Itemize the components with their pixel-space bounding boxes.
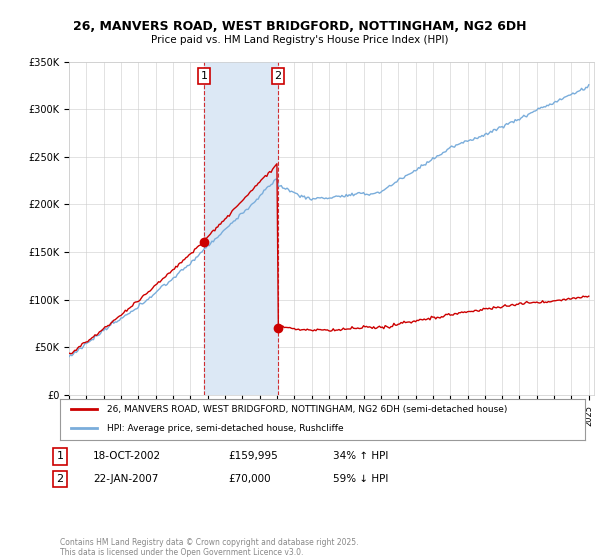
Text: 2: 2 [274,71,281,81]
Text: 1: 1 [56,451,64,461]
Text: 26, MANVERS ROAD, WEST BRIDGFORD, NOTTINGHAM, NG2 6DH (semi-detached house): 26, MANVERS ROAD, WEST BRIDGFORD, NOTTIN… [107,405,508,414]
Text: 1: 1 [200,71,208,81]
Text: 18-OCT-2002: 18-OCT-2002 [93,451,161,461]
Text: Contains HM Land Registry data © Crown copyright and database right 2025.
This d: Contains HM Land Registry data © Crown c… [60,538,359,557]
Text: 34% ↑ HPI: 34% ↑ HPI [333,451,388,461]
Text: £70,000: £70,000 [228,474,271,484]
Text: HPI: Average price, semi-detached house, Rushcliffe: HPI: Average price, semi-detached house,… [107,424,344,433]
Text: 59% ↓ HPI: 59% ↓ HPI [333,474,388,484]
Text: £159,995: £159,995 [228,451,278,461]
Text: 26, MANVERS ROAD, WEST BRIDGFORD, NOTTINGHAM, NG2 6DH: 26, MANVERS ROAD, WEST BRIDGFORD, NOTTIN… [73,20,527,32]
Bar [204,62,278,395]
Text: 22-JAN-2007: 22-JAN-2007 [93,474,158,484]
Text: Price paid vs. HM Land Registry's House Price Index (HPI): Price paid vs. HM Land Registry's House … [151,35,449,45]
Text: 2: 2 [56,474,64,484]
